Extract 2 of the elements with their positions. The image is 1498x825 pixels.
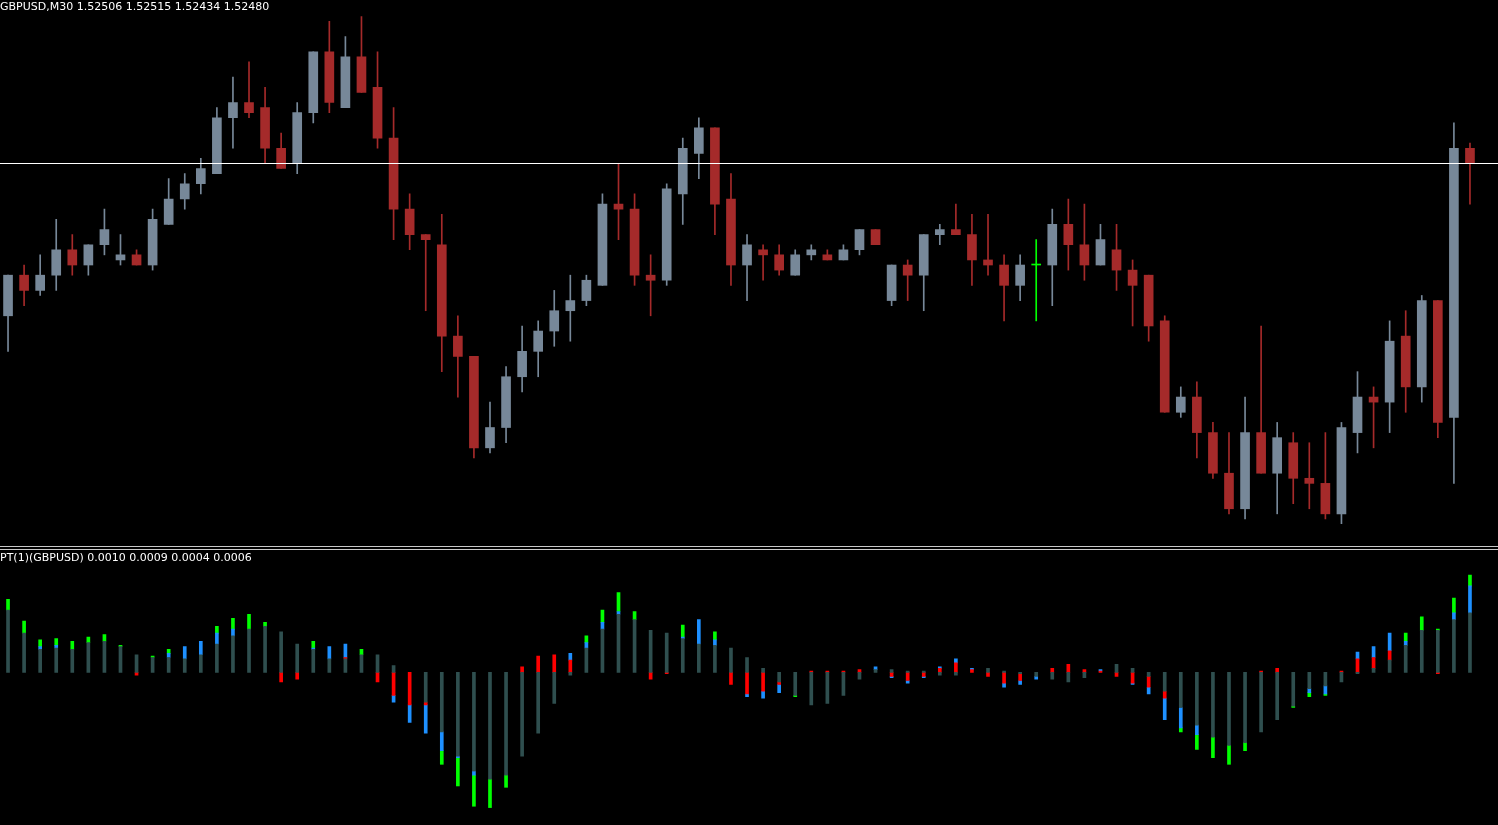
chart-title: GBPUSD,M30 1.52506 1.52515 1.52434 1.52480 xyxy=(0,0,270,14)
chart-title: PT(1)(GBPUSD) 0.0010 0.0009 0.0004 0.0006 xyxy=(0,551,252,565)
